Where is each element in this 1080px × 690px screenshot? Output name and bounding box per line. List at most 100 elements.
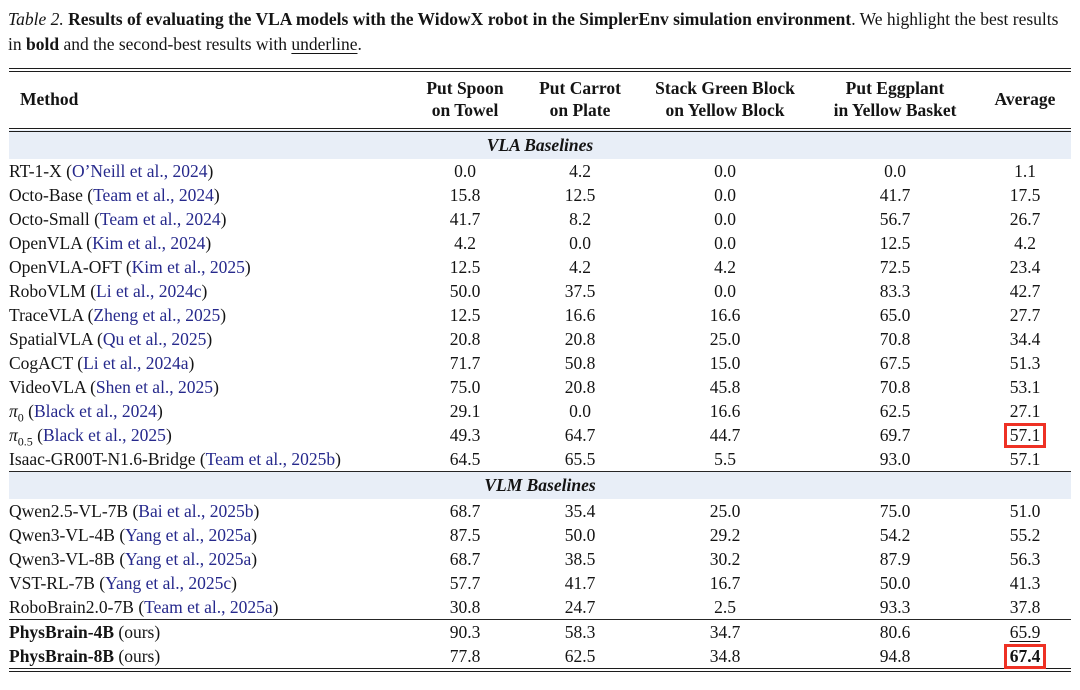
citation-link[interactable]: Li et al., 2024c: [96, 281, 202, 301]
value-cell: 50.0: [811, 571, 979, 595]
table-row: SpatialVLA (Qu et al., 2025) 20.8 20.8 25.0…: [9, 327, 1071, 351]
value: 44.7: [709, 425, 741, 445]
value: 87.9: [879, 549, 911, 569]
citation-link[interactable]: Zheng et al., 2025: [93, 305, 221, 325]
table-row: Qwen3-VL-4B (Yang et al., 2025a) 87.5 50.0…: [9, 523, 1071, 547]
value: 55.2: [1009, 525, 1041, 545]
value: 45.8: [709, 377, 741, 397]
value-cell: 12.5: [409, 303, 521, 327]
citation-link[interactable]: Black et al., 2025: [42, 425, 166, 445]
value-cell: 37.8: [979, 595, 1071, 620]
citation-link[interactable]: Bai et al., 2025b: [138, 501, 254, 521]
method-name: Qwen3-VL-4B: [9, 525, 115, 545]
value: 37.8: [1009, 597, 1041, 617]
value-cell: 72.5: [811, 255, 979, 279]
value: 70.8: [879, 329, 911, 349]
caption-underline-word: underline: [291, 34, 358, 54]
method-subscript: 0.5: [17, 434, 33, 449]
citation-link[interactable]: Yang et al., 2025a: [125, 525, 252, 545]
value: 62.5: [564, 646, 596, 666]
table-row: OpenVLA-OFT (Kim et al., 2025) 12.5 4.2 4.2…: [9, 255, 1071, 279]
citation-link[interactable]: Kim et al., 2025: [131, 257, 245, 277]
citation-link[interactable]: Kim et al., 2024: [92, 233, 206, 253]
section-band-row: VLM Baselines: [9, 471, 1071, 499]
value-cell: 12.5: [521, 183, 639, 207]
value: 20.8: [564, 329, 596, 349]
citation-link[interactable]: Yang et al., 2025a: [125, 549, 252, 569]
value: 50.8: [564, 353, 596, 373]
value-cell: 41.7: [521, 571, 639, 595]
value-cell: 8.2: [521, 207, 639, 231]
value: 57.1: [1009, 449, 1041, 469]
citation-link[interactable]: Shen et al., 2025: [95, 377, 214, 397]
value-cell: 16.7: [639, 571, 811, 595]
table-row: CogACT (Li et al., 2024a) 71.7 50.8 15.0 67.…: [9, 351, 1071, 375]
value: 93.0: [879, 449, 911, 469]
method-cell: Qwen3-VL-4B (Yang et al., 2025a): [9, 525, 258, 545]
value: 77.8: [449, 646, 481, 666]
citation-link[interactable]: O’Neill et al., 2024: [71, 161, 208, 181]
value-cell: 23.4: [979, 255, 1071, 279]
value: 26.7: [1009, 209, 1041, 229]
citation-link[interactable]: Team et al., 2025b: [205, 449, 336, 469]
section-band-row: VLA Baselines: [9, 130, 1071, 159]
value: 67.4: [1003, 644, 1047, 669]
citation-link[interactable]: Team et al., 2024: [99, 209, 221, 229]
citation-link[interactable]: Team et al., 2024: [93, 185, 214, 205]
value: 15.8: [449, 185, 481, 205]
value: 4.2: [454, 233, 476, 253]
value-cell: 29.1: [409, 399, 521, 423]
citation-link[interactable]: Black et al., 2024: [33, 401, 157, 421]
value: 90.3: [449, 622, 481, 642]
value: 71.7: [449, 353, 481, 373]
value-cell: 50.0: [409, 279, 521, 303]
method-cell: π0.5 (Black et al., 2025): [9, 425, 172, 449]
value: 75.0: [879, 501, 911, 521]
value-cell: 67.4: [979, 644, 1071, 670]
table-row: PhysBrain-4B (ours) 90.3 58.3 34.7 80.6 65.9: [9, 619, 1071, 644]
value-cell: 4.2: [979, 231, 1071, 255]
section-title: VLA Baselines: [9, 130, 1071, 159]
method-cell: OpenVLA (Kim et al., 2024): [9, 233, 212, 253]
value: 27.7: [1009, 305, 1041, 325]
value: 20.8: [449, 329, 481, 349]
results-table: Method Put Spoon on Towel Put Carrot on …: [9, 68, 1071, 672]
value: 12.5: [564, 185, 596, 205]
column-header-put-spoon: Put Spoon on Towel: [409, 70, 521, 132]
value-cell: 70.8: [811, 327, 979, 351]
value-cell: 4.2: [639, 255, 811, 279]
citation-link[interactable]: Team et al., 2025a: [144, 597, 273, 617]
value-cell: 65.0: [811, 303, 979, 327]
value: 65.9: [1009, 622, 1041, 642]
value-cell: 75.0: [811, 499, 979, 523]
table-row: π0.5 (Black et al., 2025) 49.3 64.7 44.7 69.…: [9, 423, 1071, 449]
citation-link[interactable]: Qu et al., 2025: [102, 329, 207, 349]
table-row: π0 (Black et al., 2024) 29.1 0.0 16.6 62.5 27…: [9, 399, 1071, 424]
value-cell: 50.0: [521, 523, 639, 547]
value-cell: 34.4: [979, 327, 1071, 351]
value-cell: 54.2: [811, 523, 979, 547]
citation-link[interactable]: Yang et al., 2025c: [105, 573, 232, 593]
value: 30.8: [449, 597, 481, 617]
value-cell: 41.7: [811, 183, 979, 207]
method-name: RoboBrain2.0-7B: [9, 597, 134, 617]
value: 41.7: [449, 209, 481, 229]
value-cell: 4.2: [409, 231, 521, 255]
value-cell: 94.8: [811, 644, 979, 670]
value-cell: 70.8: [811, 375, 979, 399]
value: 65.0: [879, 305, 911, 325]
method-cell: SpatialVLA (Qu et al., 2025): [9, 329, 213, 349]
value: 12.5: [449, 305, 481, 325]
ours-label: (ours): [114, 646, 161, 666]
table-caption: Table 2. Results of evaluating the VLA m…: [8, 7, 1072, 57]
value-cell: 57.1: [979, 447, 1071, 472]
value: 49.3: [449, 425, 481, 445]
value-cell: 24.7: [521, 595, 639, 620]
value-cell: 77.8: [409, 644, 521, 670]
value: 0.0: [884, 161, 906, 181]
value: 0.0: [569, 233, 591, 253]
citation-link[interactable]: Li et al., 2024a: [83, 353, 189, 373]
value: 56.3: [1009, 549, 1041, 569]
method-name: π: [9, 425, 18, 445]
value-cell: 0.0: [639, 231, 811, 255]
